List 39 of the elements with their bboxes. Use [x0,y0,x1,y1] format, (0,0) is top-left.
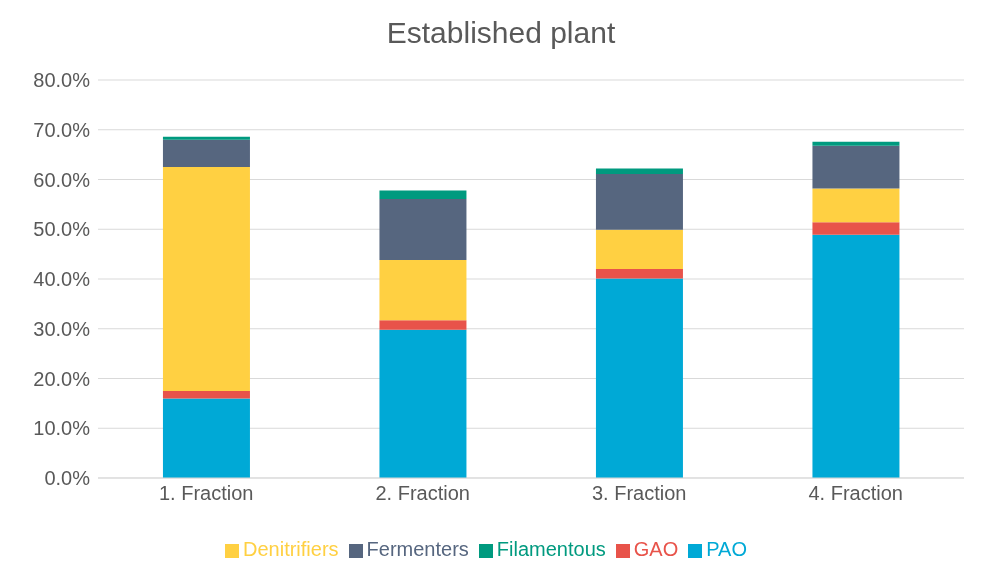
x-tick-label: 3. Fraction [592,482,687,505]
bar [379,320,467,330]
y-tick-label: 30.0% [33,317,91,340]
chart-title: Established plant [385,15,617,51]
bar [595,278,683,478]
bar [595,174,683,230]
bar [379,198,467,261]
bar [162,398,250,478]
bar [162,390,250,399]
y-tick-label: 40.0% [33,268,91,291]
legend-label: Filamentous [496,538,606,560]
legend-label: Fermenters [366,538,469,560]
y-tick-label: 50.0% [33,218,91,241]
y-tick-label: 70.0% [33,118,91,141]
x-tick-label: 4. Fraction [808,482,903,505]
y-tick-label: 80.0% [33,69,91,92]
bar [379,190,467,199]
bar [812,188,900,223]
bar [162,139,250,168]
bar [595,168,683,175]
bar [379,329,467,478]
legend-label: PAO [706,538,747,560]
bar [812,141,900,146]
bar [812,234,900,478]
y-tick-label: 10.0% [33,417,91,440]
bar [162,167,250,391]
y-tick-label: 20.0% [33,367,91,390]
bar [812,145,900,189]
x-tick-label: 1. Fraction [159,482,254,505]
y-tick-label: 60.0% [33,168,91,191]
bar [812,222,900,235]
y-tick-label: 0.0% [44,467,91,490]
bar [595,229,683,270]
bar [162,136,250,140]
x-tick-label: 2. Fraction [375,482,470,505]
bar [595,269,683,279]
legend-label: GAO [633,538,679,560]
legend-label: Denitrifiers [243,538,339,560]
bar [379,260,467,321]
